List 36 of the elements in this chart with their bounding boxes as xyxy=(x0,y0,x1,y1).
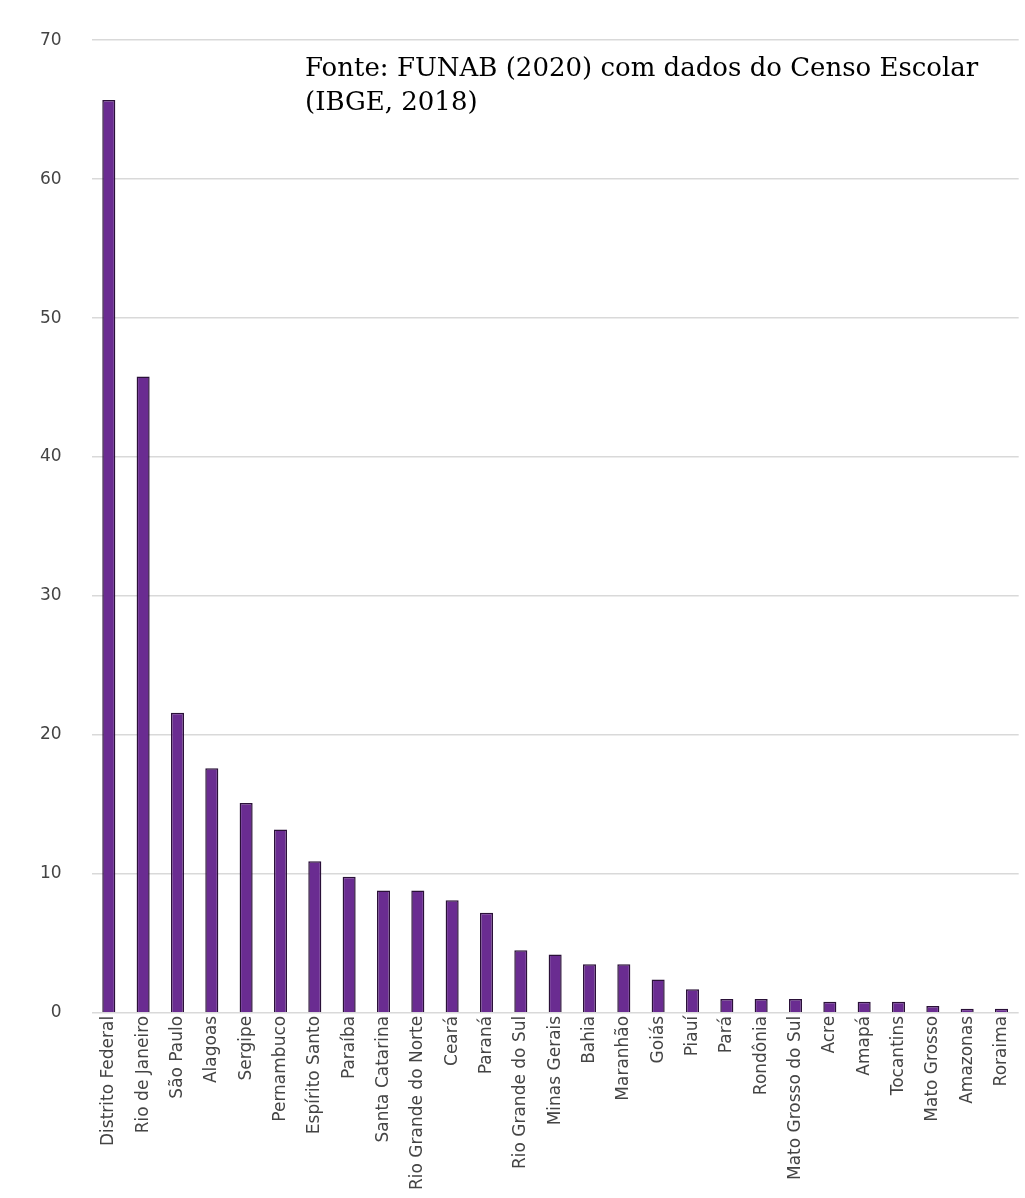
x-tick-label: Piauí xyxy=(680,1014,701,1057)
x-tick-label: Mato Grosso do Sul xyxy=(783,1015,804,1180)
y-tick-label: 70 xyxy=(39,28,62,49)
x-tick-label: Rio Grande do Norte xyxy=(406,1015,427,1191)
y-tick-label: 50 xyxy=(39,306,62,327)
y-tick-label: 60 xyxy=(39,167,62,188)
y-tick-label: 0 xyxy=(50,1001,62,1022)
x-tick-label: Pernambuco xyxy=(268,1015,289,1122)
x-tick-label: São Paulo xyxy=(165,1015,186,1099)
annotation: Fonte: FUNAB (2020) com dados do Censo Escolar (IBGE, 2018) xyxy=(305,51,980,118)
x-tick-label: Ceará xyxy=(440,1015,461,1066)
x-tick-label: Maranhão xyxy=(612,1015,633,1101)
y-tick-label: 10 xyxy=(39,862,62,883)
x-tick-label: Espírito Santo xyxy=(303,1015,324,1135)
x-tick-label: Rio Grande do Sul xyxy=(509,1015,530,1170)
x-tick-label: Santa Catarina xyxy=(371,1015,392,1143)
y-tick-label: 40 xyxy=(39,445,62,466)
x-tick-label: Tocantins xyxy=(886,1015,907,1097)
x-tick-label: Amazonas xyxy=(955,1015,976,1104)
x-tick-label: Bahia xyxy=(577,1015,598,1064)
x-tick-label: Alagoas xyxy=(200,1015,221,1084)
x-tick-label: Paraíba xyxy=(337,1015,358,1080)
y-tick-label: 30 xyxy=(39,584,62,605)
x-tick-label: Acre xyxy=(818,1015,839,1054)
x-tick-label: Mato Grosso xyxy=(921,1015,942,1122)
x-tick-label: Amapá xyxy=(852,1015,873,1076)
x-tick-label: Paraná xyxy=(474,1015,495,1075)
x-tick-label: Goiás xyxy=(646,1015,667,1064)
x-tick-label: Roraima xyxy=(989,1015,1010,1087)
x-tick-label: Rondônia xyxy=(749,1015,770,1096)
y-tick-label: 20 xyxy=(39,723,62,744)
x-tick-label: Rio de Janeiro xyxy=(131,1015,152,1134)
x-tick-label: Distrito Federal xyxy=(97,1015,118,1147)
x-tick-label: Pará xyxy=(715,1015,736,1054)
x-tick-label: Sergipe xyxy=(234,1015,255,1081)
x-tick-label: Minas Gerais xyxy=(543,1015,564,1126)
